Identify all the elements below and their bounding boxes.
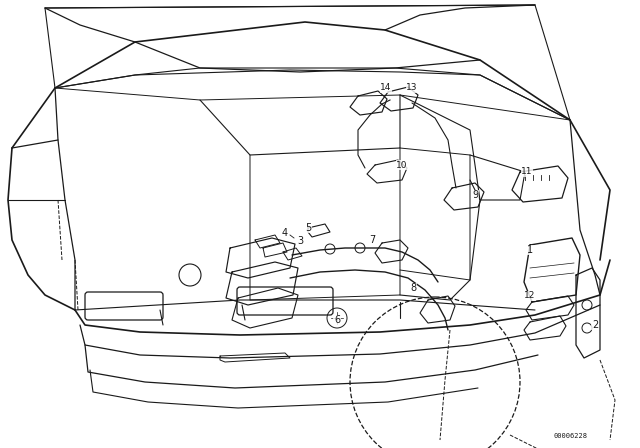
Text: 14: 14 bbox=[380, 83, 392, 92]
Text: 10: 10 bbox=[396, 160, 408, 169]
Text: 3: 3 bbox=[297, 236, 303, 246]
Text: 5: 5 bbox=[305, 223, 311, 233]
Text: 8: 8 bbox=[410, 283, 416, 293]
Text: 6: 6 bbox=[334, 315, 340, 325]
Text: 00006228: 00006228 bbox=[553, 433, 587, 439]
Text: 7: 7 bbox=[369, 235, 375, 245]
Text: 1: 1 bbox=[527, 245, 533, 255]
Text: 13: 13 bbox=[406, 83, 418, 92]
Text: 9: 9 bbox=[472, 190, 478, 200]
Text: 4: 4 bbox=[282, 228, 288, 238]
Text: 12: 12 bbox=[524, 292, 536, 301]
Text: 11: 11 bbox=[521, 168, 532, 177]
Text: 2: 2 bbox=[592, 320, 598, 330]
